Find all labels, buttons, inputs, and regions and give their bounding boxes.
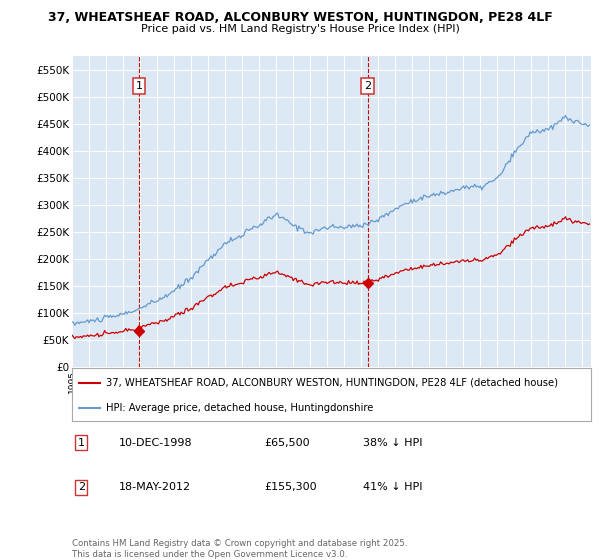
- Text: 37, WHEATSHEAF ROAD, ALCONBURY WESTON, HUNTINGDON, PE28 4LF (detached house): 37, WHEATSHEAF ROAD, ALCONBURY WESTON, H…: [106, 377, 558, 388]
- Text: 1: 1: [136, 81, 143, 91]
- Text: 1: 1: [78, 437, 85, 447]
- Text: £65,500: £65,500: [264, 437, 310, 447]
- Text: 38% ↓ HPI: 38% ↓ HPI: [362, 437, 422, 447]
- Text: 10-DEC-1998: 10-DEC-1998: [119, 437, 193, 447]
- Text: 18-MAY-2012: 18-MAY-2012: [119, 482, 191, 492]
- Text: Price paid vs. HM Land Registry's House Price Index (HPI): Price paid vs. HM Land Registry's House …: [140, 24, 460, 34]
- Text: 2: 2: [364, 81, 371, 91]
- Text: 41% ↓ HPI: 41% ↓ HPI: [362, 482, 422, 492]
- Text: 37, WHEATSHEAF ROAD, ALCONBURY WESTON, HUNTINGDON, PE28 4LF: 37, WHEATSHEAF ROAD, ALCONBURY WESTON, H…: [47, 11, 553, 24]
- Text: £155,300: £155,300: [264, 482, 317, 492]
- Text: Contains HM Land Registry data © Crown copyright and database right 2025.
This d: Contains HM Land Registry data © Crown c…: [72, 539, 407, 559]
- Text: HPI: Average price, detached house, Huntingdonshire: HPI: Average price, detached house, Hunt…: [106, 403, 373, 413]
- Text: 2: 2: [78, 482, 85, 492]
